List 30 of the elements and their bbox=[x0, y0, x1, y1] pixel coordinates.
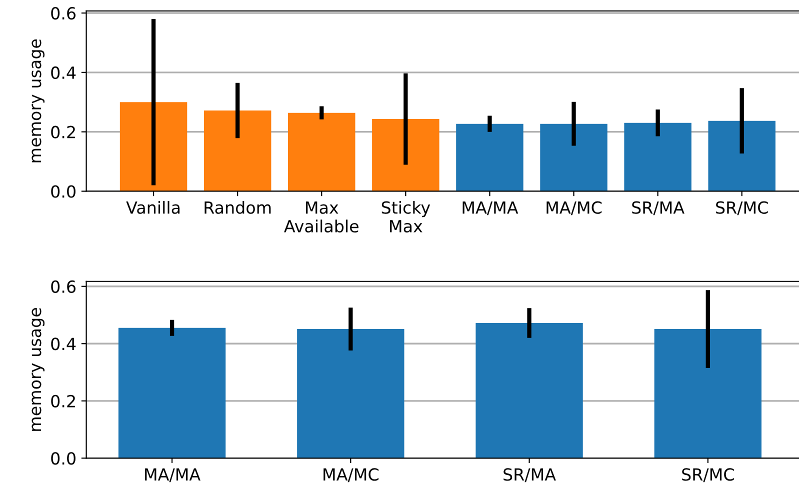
y-tick-label: 0.6 bbox=[51, 280, 76, 293]
y-axis-title: memory usage bbox=[32, 39, 45, 162]
x-tick-label: SR/MA bbox=[504, 468, 556, 482]
x-tick-label: SR/MA bbox=[632, 201, 684, 216]
y-tick-label: 0.4 bbox=[51, 66, 76, 80]
bar bbox=[540, 124, 608, 192]
x-tick-label: Sticky Max bbox=[382, 200, 430, 233]
x-tick-label: MA/MC bbox=[324, 468, 378, 482]
y-tick-label: 0.0 bbox=[51, 452, 76, 465]
y-tick-label: 0.4 bbox=[51, 338, 76, 350]
bar bbox=[120, 102, 188, 192]
y-tick-label: 0.2 bbox=[51, 126, 75, 138]
bar bbox=[204, 110, 272, 192]
y-axis-title: memory usage bbox=[32, 308, 45, 431]
x-tick-label: Vanilla bbox=[126, 200, 180, 214]
x-tick-label: Random bbox=[204, 200, 271, 214]
x-tick-label: SR/MC bbox=[682, 468, 734, 482]
y-tick-label: 0.6 bbox=[51, 6, 76, 20]
y-tick-label: 0.0 bbox=[51, 185, 76, 198]
x-tick-label: Max Available bbox=[284, 201, 358, 233]
x-tick-label: MA/MA bbox=[145, 468, 200, 482]
x-tick-label: MA/MA bbox=[462, 201, 518, 216]
bar bbox=[456, 124, 524, 192]
y-tick-label: 0.2 bbox=[51, 394, 75, 408]
bar bbox=[624, 122, 692, 192]
bar bbox=[288, 112, 356, 192]
x-tick-label: MA/MC bbox=[546, 201, 602, 216]
bar bbox=[372, 119, 440, 192]
bar bbox=[708, 120, 776, 192]
x-tick-label: SR/MC bbox=[716, 201, 768, 216]
